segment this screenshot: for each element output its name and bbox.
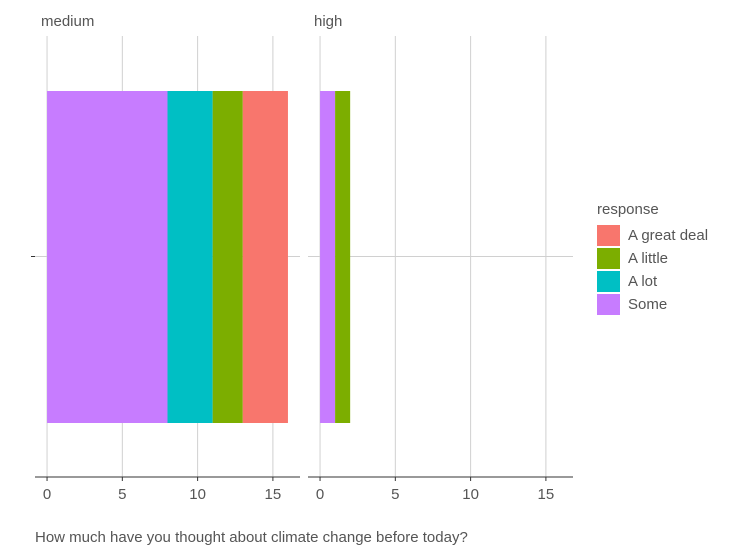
x-tick-label: 15 [538,486,555,503]
bar-segment [47,91,168,423]
bar-segment [167,91,213,423]
x-tick-label: 5 [391,486,399,503]
facet-label: medium [41,13,94,30]
bar-segment [320,91,336,423]
legend-label: Some [628,296,667,313]
legend-label: A little [628,250,668,267]
bar-segment [242,91,288,423]
x-tick-label: 0 [43,486,51,503]
legend-key [597,248,620,269]
x-tick-label: 10 [189,486,206,503]
x-tick-label: 10 [462,486,479,503]
x-tick-label: 0 [316,486,324,503]
legend-key [597,271,620,292]
legend-label: A great deal [628,227,708,244]
bar-segment [212,91,243,423]
x-tick-label: 5 [118,486,126,503]
legend-label: A lot [628,273,658,290]
facet-label: high [314,13,342,30]
x-axis-label: How much have you thought about climate … [35,529,468,546]
legend-key [597,225,620,246]
bar-segment [335,91,351,423]
x-tick-label: 15 [265,486,282,503]
legend-key [597,294,620,315]
legend-title: response [597,201,659,218]
